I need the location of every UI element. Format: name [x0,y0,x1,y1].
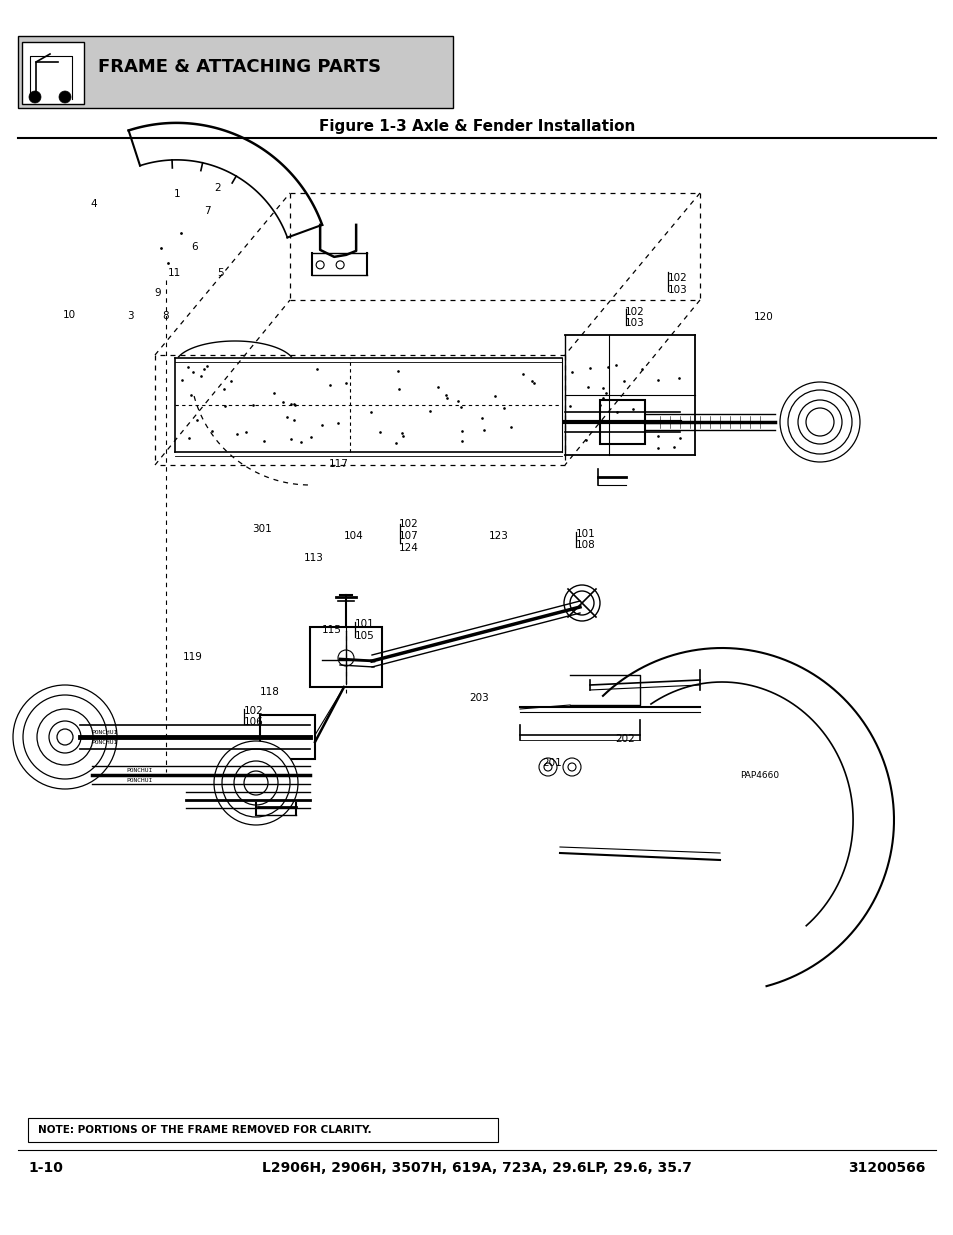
Text: Figure 1-3 Axle & Fender Installation: Figure 1-3 Axle & Fender Installation [318,120,635,135]
Bar [28,1118,497,1142]
Text: 118: 118 [259,687,279,697]
Text: 119: 119 [183,652,203,662]
Text: 117: 117 [329,459,349,469]
Text: 2: 2 [214,183,221,193]
Circle shape [538,758,557,776]
Text: 202: 202 [615,734,635,743]
Circle shape [569,592,594,615]
Text: FRAME & ATTACHING PARTS: FRAME & ATTACHING PARTS [98,58,381,77]
Text: 3: 3 [127,311,133,321]
Text: PAP4660: PAP4660 [740,771,779,781]
Text: PONCHUI: PONCHUI [91,741,118,746]
Bar [260,715,314,760]
Bar [18,36,453,107]
Text: PONCHUI: PONCHUI [91,730,118,735]
Circle shape [335,261,344,269]
Text: PONCHUI: PONCHUI [127,768,153,773]
Circle shape [797,400,841,445]
Text: 101
108: 101 108 [576,529,596,551]
Circle shape [337,650,354,666]
Text: 10: 10 [63,310,76,320]
Text: 201: 201 [541,758,561,768]
Text: 9: 9 [154,288,161,298]
Circle shape [213,741,297,825]
Circle shape [543,763,552,771]
Circle shape [37,709,92,764]
Text: 102
107
124: 102 107 124 [398,520,418,552]
Circle shape [315,261,324,269]
Circle shape [787,390,851,454]
Circle shape [222,748,290,818]
Text: 102
106: 102 106 [244,705,264,727]
Text: 11: 11 [168,268,181,278]
Circle shape [233,761,277,805]
Text: 5: 5 [217,268,224,278]
Circle shape [567,763,576,771]
Circle shape [562,758,580,776]
Circle shape [49,721,81,753]
Circle shape [563,585,599,621]
Circle shape [59,91,71,103]
Circle shape [13,685,117,789]
Text: 113: 113 [303,553,323,563]
Text: 1-10: 1-10 [28,1161,63,1174]
Text: 115: 115 [321,625,341,635]
Text: 7: 7 [204,206,211,216]
Text: 102
103: 102 103 [667,273,687,295]
Text: 1: 1 [173,189,180,199]
Text: L2906H, 2906H, 3507H, 619A, 723A, 29.6LP, 29.6, 35.7: L2906H, 2906H, 3507H, 619A, 723A, 29.6LP… [262,1161,691,1174]
Text: NOTE: PORTIONS OF THE FRAME REMOVED FOR CLARITY.: NOTE: PORTIONS OF THE FRAME REMOVED FOR … [38,1125,372,1135]
Bar [599,400,644,445]
Circle shape [23,695,107,779]
Text: 8: 8 [162,311,169,321]
Circle shape [29,91,41,103]
Circle shape [780,382,859,462]
Circle shape [57,729,73,745]
Text: PONCHUI: PONCHUI [127,778,153,783]
Text: 31200566: 31200566 [848,1161,925,1174]
Text: 120: 120 [753,312,773,322]
Text: 4: 4 [91,199,97,209]
Text: 123: 123 [488,531,508,541]
Text: 301: 301 [252,524,272,534]
Text: 6: 6 [191,242,197,252]
Text: 102
103: 102 103 [624,306,644,329]
Circle shape [805,408,833,436]
Bar [310,627,381,687]
Circle shape [244,771,268,795]
Text: 104: 104 [343,531,363,541]
Text: 101
105: 101 105 [355,619,375,641]
Bar [22,42,84,104]
Text: 203: 203 [469,693,489,703]
